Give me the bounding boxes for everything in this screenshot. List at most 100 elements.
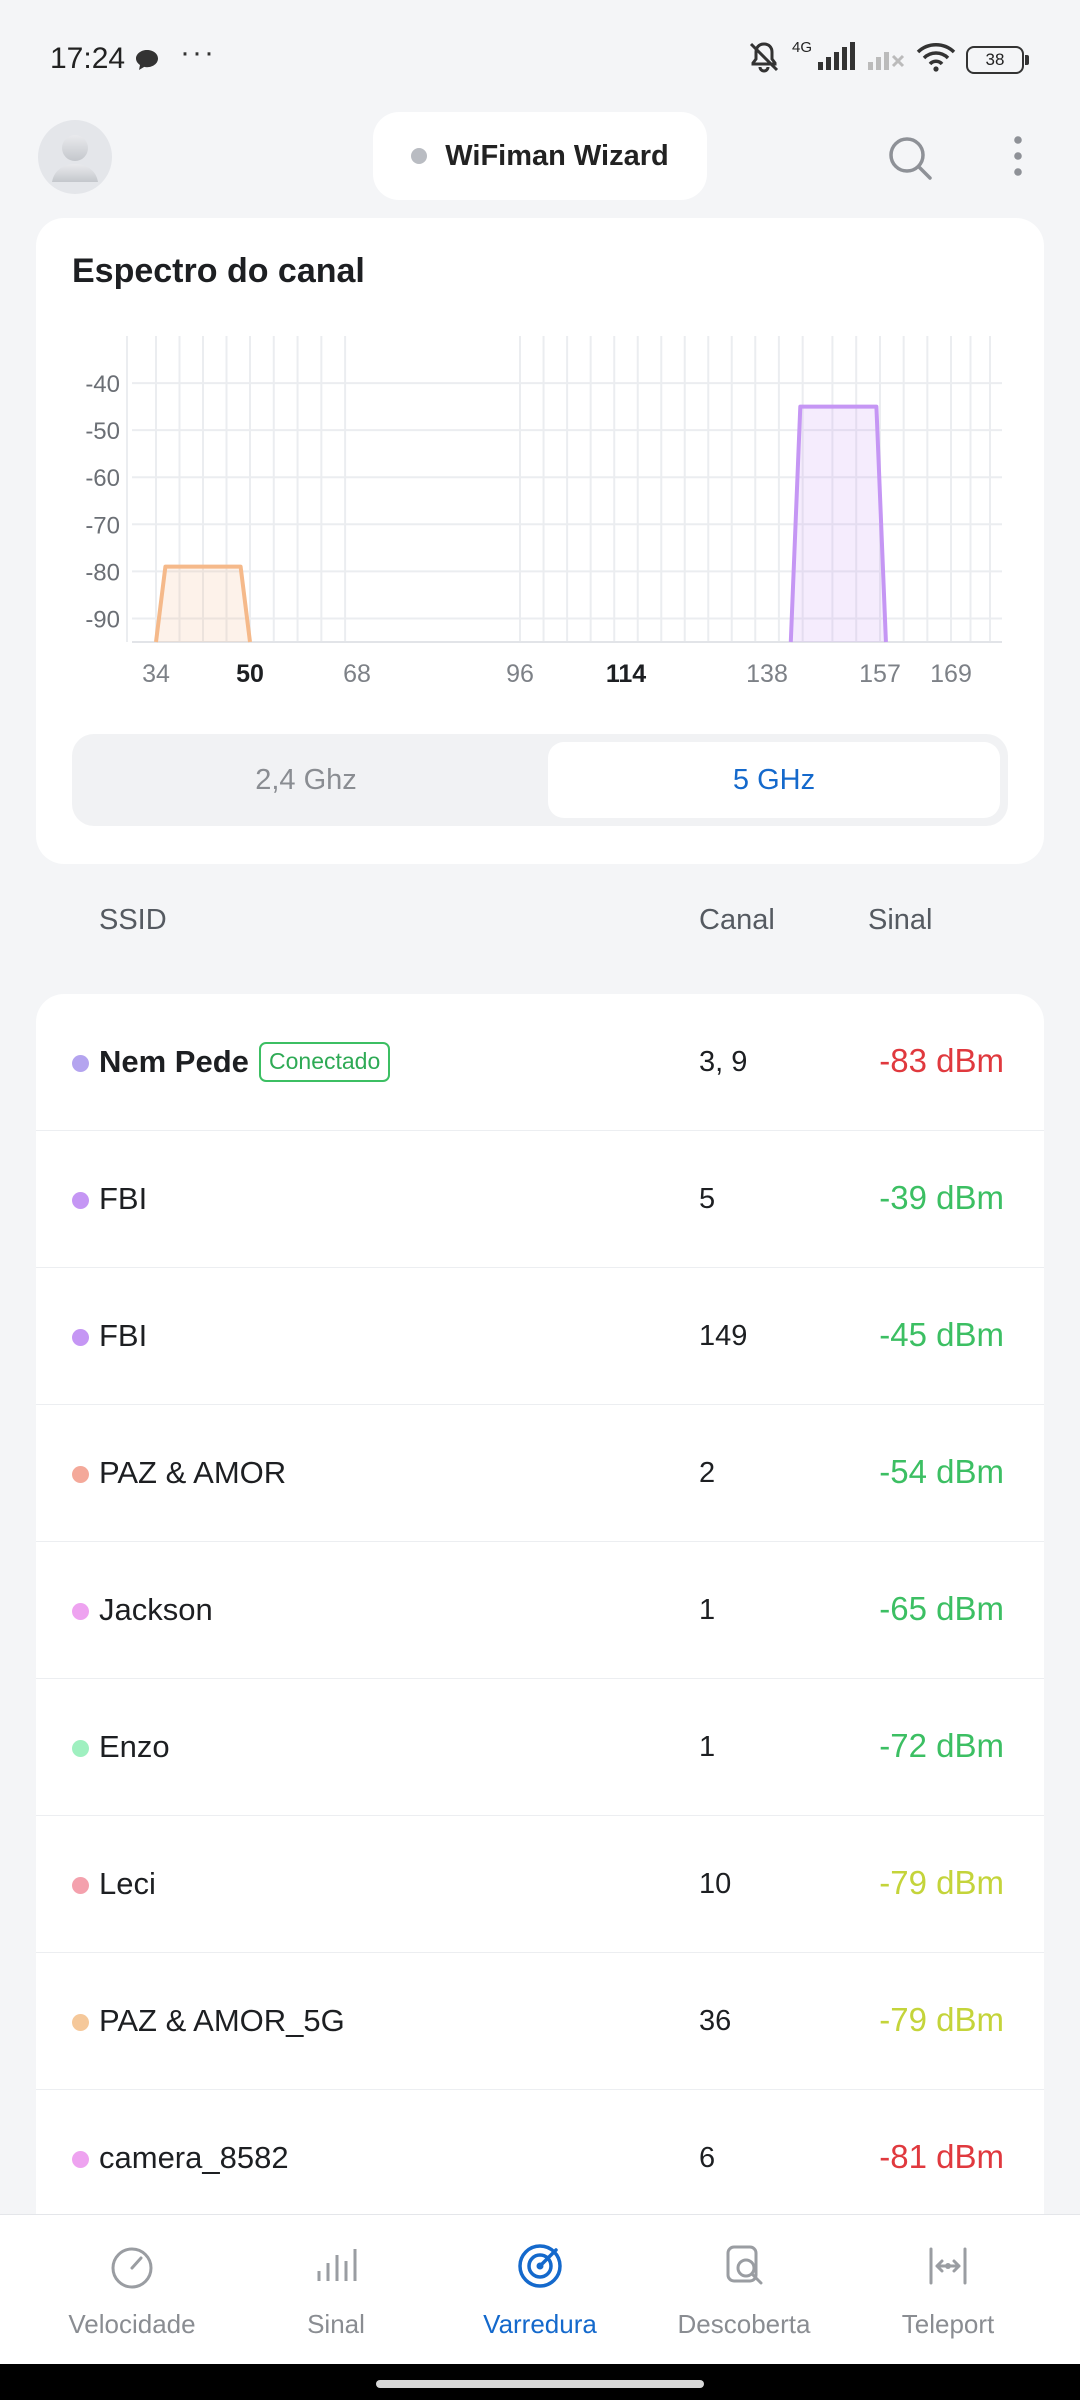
nav-varredura[interactable]: Varredura bbox=[438, 2215, 642, 2365]
column-header-ssid[interactable]: SSID bbox=[99, 904, 167, 936]
nav-velocidade[interactable]: Velocidade bbox=[30, 2215, 234, 2365]
more-vertical-icon bbox=[1014, 136, 1022, 176]
network-row[interactable]: PAZ & AMOR 2 -54 dBm bbox=[36, 1405, 1044, 1542]
x-tick-label: 96 bbox=[506, 660, 534, 688]
network-ssid: PAZ & AMOR bbox=[99, 1455, 287, 1490]
network-row[interactable]: Jackson 1 -65 dBm bbox=[36, 1542, 1044, 1679]
network-ssid: FBI bbox=[99, 1181, 148, 1216]
band-option-5ghz[interactable]: 5 GHz bbox=[548, 742, 1000, 818]
network-channel: 6 bbox=[699, 2142, 716, 2174]
network-signal: -79 dBm bbox=[879, 2001, 1004, 2038]
network-color-dot bbox=[72, 1055, 89, 1072]
network-color-dot bbox=[72, 1603, 89, 1620]
more-options-button[interactable] bbox=[1000, 128, 1036, 188]
channel-spectrum-card: Espectro do canal -40 -50 -60 -70 -80 -90 34 50… bbox=[36, 218, 1044, 864]
network-ssid: Nem Pede bbox=[99, 1044, 249, 1079]
network-signal: -72 dBm bbox=[879, 1727, 1004, 1764]
network-outline bbox=[154, 564, 252, 643]
y-tick-label: -40 bbox=[85, 371, 120, 398]
nav-teleport[interactable]: Teleport bbox=[846, 2215, 1050, 2365]
network-area bbox=[156, 566, 250, 642]
connected-badge: Conectado bbox=[259, 1042, 391, 1082]
network-list-header: SSID Canal Sinal bbox=[0, 880, 1080, 964]
nav-label: Sinal bbox=[307, 2309, 365, 2339]
nav-label: Velocidade bbox=[68, 2309, 196, 2339]
network-channel: 149 bbox=[699, 1320, 748, 1352]
x-tick-label: 68 bbox=[343, 660, 371, 688]
network-row[interactable]: FBI 149 -45 dBm bbox=[36, 1268, 1044, 1405]
x-tick-label: 169 bbox=[930, 660, 972, 688]
network-area bbox=[790, 406, 886, 642]
network-signal: -83 dBm bbox=[879, 1042, 1004, 1079]
network-signal: -45 dBm bbox=[879, 1316, 1004, 1353]
more-notifications-icon: ··· bbox=[180, 36, 216, 69]
app-title: WiFiman Wizard bbox=[445, 139, 669, 172]
nav-sinal[interactable]: Sinal bbox=[234, 2215, 438, 2365]
profile-avatar[interactable] bbox=[38, 120, 112, 194]
network-color-dot bbox=[72, 1192, 89, 1209]
x-tick-label: 34 bbox=[142, 660, 170, 688]
speedometer-icon bbox=[111, 2247, 153, 2289]
column-header-canal[interactable]: Canal bbox=[699, 904, 775, 936]
card-title: Espectro do canal bbox=[72, 252, 365, 290]
network-outline bbox=[788, 404, 888, 643]
network-signal: -65 dBm bbox=[879, 1590, 1004, 1627]
network-ssid: Enzo bbox=[99, 1729, 170, 1764]
network-channel: 2 bbox=[699, 1457, 716, 1489]
x-tick-label: 50 bbox=[236, 660, 264, 688]
wifi-icon bbox=[916, 42, 956, 77]
user-icon bbox=[52, 135, 98, 182]
battery-indicator: 38 bbox=[966, 45, 1029, 74]
network-row[interactable]: PAZ & AMOR_5G 36 -79 dBm bbox=[36, 1953, 1044, 2090]
network-row[interactable]: FBI 5 -39 dBm bbox=[36, 1131, 1044, 1268]
network-color-dot bbox=[72, 2151, 89, 2168]
network-list: Nem Pede Conectado 3, 9 -83 dBm FBI 5 -3… bbox=[36, 994, 1044, 2214]
band-toggle: 2,4 Ghz 5 GHz bbox=[72, 734, 1008, 826]
network-channel: 1 bbox=[699, 1594, 716, 1626]
network-row[interactable]: Enzo 1 -72 dBm bbox=[36, 1679, 1044, 1816]
network-signal: -81 dBm bbox=[879, 2138, 1004, 2175]
y-tick-label: -70 bbox=[85, 512, 120, 539]
bottom-navigation: Velocidade Sinal Varredura Descoberta bbox=[0, 2214, 1080, 2364]
status-time: 17:24 bbox=[50, 42, 126, 75]
cell-signal-2-icon bbox=[866, 42, 906, 77]
column-header-sinal[interactable]: Sinal bbox=[868, 904, 933, 936]
network-row[interactable]: camera_8582 6 -81 dBm bbox=[36, 2090, 1044, 2214]
muted-bell-icon bbox=[746, 40, 782, 79]
y-tick-label: -60 bbox=[85, 465, 120, 492]
home-gesture-bar[interactable] bbox=[376, 2380, 704, 2388]
band-option-2-4ghz[interactable]: 2,4 Ghz bbox=[255, 763, 357, 796]
network-color-dot bbox=[72, 2014, 89, 2031]
network-row[interactable]: Leci 10 -79 dBm bbox=[36, 1816, 1044, 1953]
network-ssid: FBI bbox=[99, 1318, 148, 1353]
network-signal: -79 dBm bbox=[879, 1864, 1004, 1901]
network-signal: -39 dBm bbox=[879, 1179, 1004, 1216]
nav-label: Varredura bbox=[483, 2309, 597, 2339]
network-channel: 1 bbox=[699, 1731, 716, 1763]
network-row[interactable]: Nem Pede Conectado 3, 9 -83 dBm bbox=[36, 994, 1044, 1131]
network-ssid: Jackson bbox=[99, 1592, 213, 1627]
app-title-selector[interactable]: WiFiman Wizard bbox=[373, 112, 707, 200]
nav-label: Teleport bbox=[901, 2309, 995, 2339]
network-channel: 5 bbox=[699, 1183, 716, 1215]
radar-scan-icon bbox=[518, 2244, 562, 2288]
network-ssid: Leci bbox=[99, 1866, 156, 1901]
network-ssid: PAZ & AMOR_5G bbox=[99, 2003, 345, 2038]
cell-signal-icon bbox=[816, 42, 856, 77]
y-tick-label: -50 bbox=[85, 418, 120, 445]
network-color-dot bbox=[72, 1329, 89, 1346]
nav-descoberta[interactable]: Descoberta bbox=[642, 2215, 846, 2365]
network-signal: -54 dBm bbox=[879, 1453, 1004, 1490]
device-search-icon bbox=[726, 2245, 763, 2285]
network-color-dot bbox=[72, 1877, 89, 1894]
system-gesture-area bbox=[0, 2364, 1080, 2400]
y-tick-label: -90 bbox=[85, 606, 120, 633]
search-icon bbox=[889, 137, 932, 180]
status-bar: 17:24 ··· 4G 38 bbox=[0, 0, 1080, 110]
search-button[interactable] bbox=[880, 128, 940, 188]
message-icon bbox=[134, 48, 160, 77]
network-channel: 3, 9 bbox=[699, 1046, 748, 1078]
channel-spectrum-chart: -40 -50 -60 -70 -80 -90 34 50 68 96 114 138 157 169 bbox=[85, 336, 1002, 688]
signal-bars-icon bbox=[317, 2249, 357, 2281]
network-channel: 36 bbox=[699, 2005, 732, 2037]
